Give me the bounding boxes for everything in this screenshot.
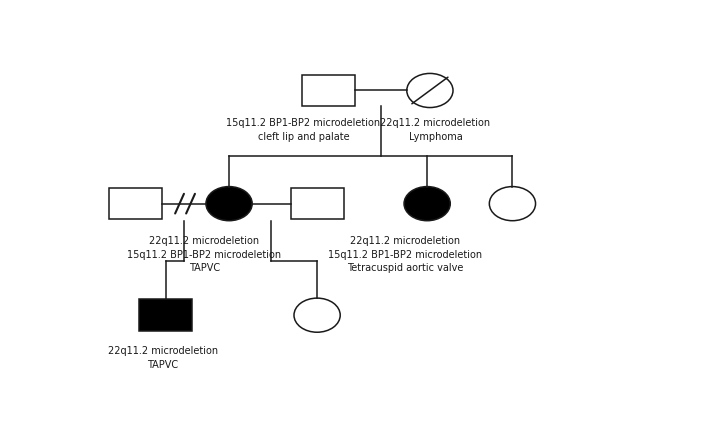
Bar	[109, 188, 162, 219]
Bar	[302, 75, 354, 106]
Bar	[290, 188, 344, 219]
Ellipse shape	[407, 73, 453, 107]
Ellipse shape	[404, 187, 450, 221]
Text: 22q11.2 microdeletion
Lymphoma: 22q11.2 microdeletion Lymphoma	[381, 118, 491, 141]
Ellipse shape	[489, 187, 535, 221]
Text: 15q11.2 BP1-BP2 microdeletion
cleft lip and palate: 15q11.2 BP1-BP2 microdeletion cleft lip …	[226, 118, 381, 141]
Text: 22q11.2 microdeletion
15q11.2 BP1-BP2 microdeletion
TAPVC: 22q11.2 microdeletion 15q11.2 BP1-BP2 mi…	[127, 236, 281, 273]
Text: 22q11.2 microdeletion
15q11.2 BP1-BP2 microdeletion
Tetracuspid aortic valve: 22q11.2 microdeletion 15q11.2 BP1-BP2 mi…	[328, 236, 482, 273]
Ellipse shape	[206, 187, 252, 221]
Text: 22q11.2 microdeletion
TAPVC: 22q11.2 microdeletion TAPVC	[108, 346, 218, 369]
Bar	[139, 299, 192, 331]
Ellipse shape	[294, 298, 340, 332]
